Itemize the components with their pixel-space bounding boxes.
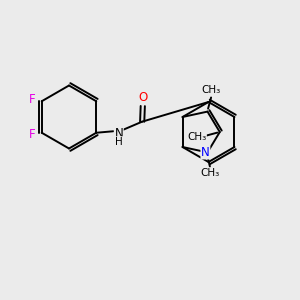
Text: H: H	[115, 137, 123, 147]
Text: N: N	[114, 127, 123, 140]
Text: CH₃: CH₃	[202, 85, 221, 95]
Text: N: N	[201, 146, 210, 159]
Text: F: F	[29, 93, 35, 106]
Text: F: F	[29, 128, 35, 141]
Text: O: O	[138, 91, 147, 104]
Text: CH₃: CH₃	[200, 168, 220, 178]
Text: CH₃: CH₃	[187, 131, 206, 142]
